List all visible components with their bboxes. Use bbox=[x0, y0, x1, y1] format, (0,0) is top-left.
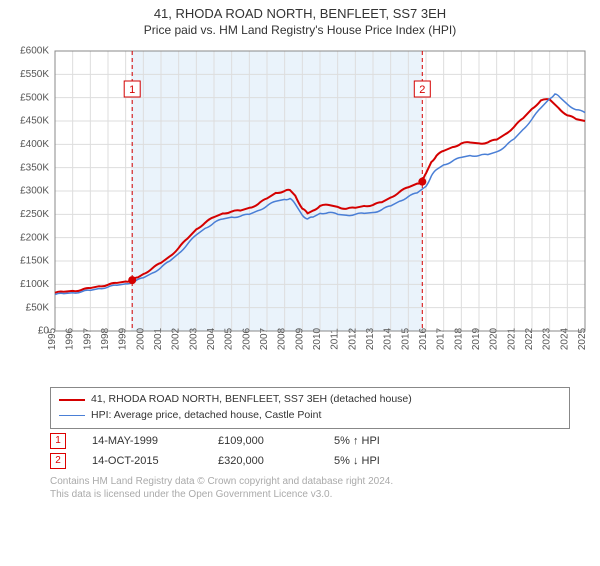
svg-text:2: 2 bbox=[419, 84, 425, 96]
svg-text:1: 1 bbox=[129, 84, 135, 96]
legend-item: HPI: Average price, detached house, Cast… bbox=[59, 408, 561, 424]
svg-text:£350K: £350K bbox=[20, 162, 49, 173]
chart-subtitle: Price paid vs. HM Land Registry's House … bbox=[0, 23, 600, 37]
attribution: Contains HM Land Registry data © Crown c… bbox=[50, 475, 570, 501]
svg-text:£150K: £150K bbox=[20, 256, 49, 267]
chart-title: 41, RHODA ROAD NORTH, BENFLEET, SS7 3EH bbox=[0, 6, 600, 21]
sale-diff: 5% ↓ HPI bbox=[334, 455, 380, 467]
svg-text:£50K: £50K bbox=[26, 302, 50, 313]
legend-item: 41, RHODA ROAD NORTH, BENFLEET, SS7 3EH … bbox=[59, 392, 561, 408]
svg-text:£200K: £200K bbox=[20, 232, 49, 243]
svg-text:£400K: £400K bbox=[20, 139, 49, 150]
svg-text:£550K: £550K bbox=[20, 69, 49, 80]
sale-date: 14-MAY-1999 bbox=[92, 435, 192, 447]
svg-text:£100K: £100K bbox=[20, 279, 49, 290]
legend: 41, RHODA ROAD NORTH, BENFLEET, SS7 3EH … bbox=[50, 387, 570, 429]
sale-price: £320,000 bbox=[218, 455, 308, 467]
sale-marker-icon: 1 bbox=[50, 433, 66, 449]
sale-row: 2 14-OCT-2015 £320,000 5% ↓ HPI bbox=[50, 453, 570, 469]
legend-label: 41, RHODA ROAD NORTH, BENFLEET, SS7 3EH … bbox=[91, 392, 412, 408]
legend-swatch-2 bbox=[59, 415, 85, 416]
sale-row: 1 14-MAY-1999 £109,000 5% ↑ HPI bbox=[50, 433, 570, 449]
svg-text:£250K: £250K bbox=[20, 209, 49, 220]
svg-text:£450K: £450K bbox=[20, 116, 49, 127]
footer-line: Contains HM Land Registry data © Crown c… bbox=[50, 475, 570, 488]
footer-line: This data is licensed under the Open Gov… bbox=[50, 488, 570, 501]
sale-marker-icon: 2 bbox=[50, 453, 66, 469]
sale-date: 14-OCT-2015 bbox=[92, 455, 192, 467]
legend-label: HPI: Average price, detached house, Cast… bbox=[91, 408, 321, 424]
svg-text:£500K: £500K bbox=[20, 92, 49, 103]
sale-diff: 5% ↑ HPI bbox=[334, 435, 380, 447]
svg-text:£600K: £600K bbox=[20, 46, 49, 57]
legend-swatch-1 bbox=[59, 399, 85, 401]
price-chart: £0£50K£100K£150K£200K£250K£300K£350K£400… bbox=[0, 41, 600, 381]
sales-list: 1 14-MAY-1999 £109,000 5% ↑ HPI 2 14-OCT-2015… bbox=[0, 433, 600, 469]
svg-text:£300K: £300K bbox=[20, 186, 49, 197]
sale-price: £109,000 bbox=[218, 435, 308, 447]
